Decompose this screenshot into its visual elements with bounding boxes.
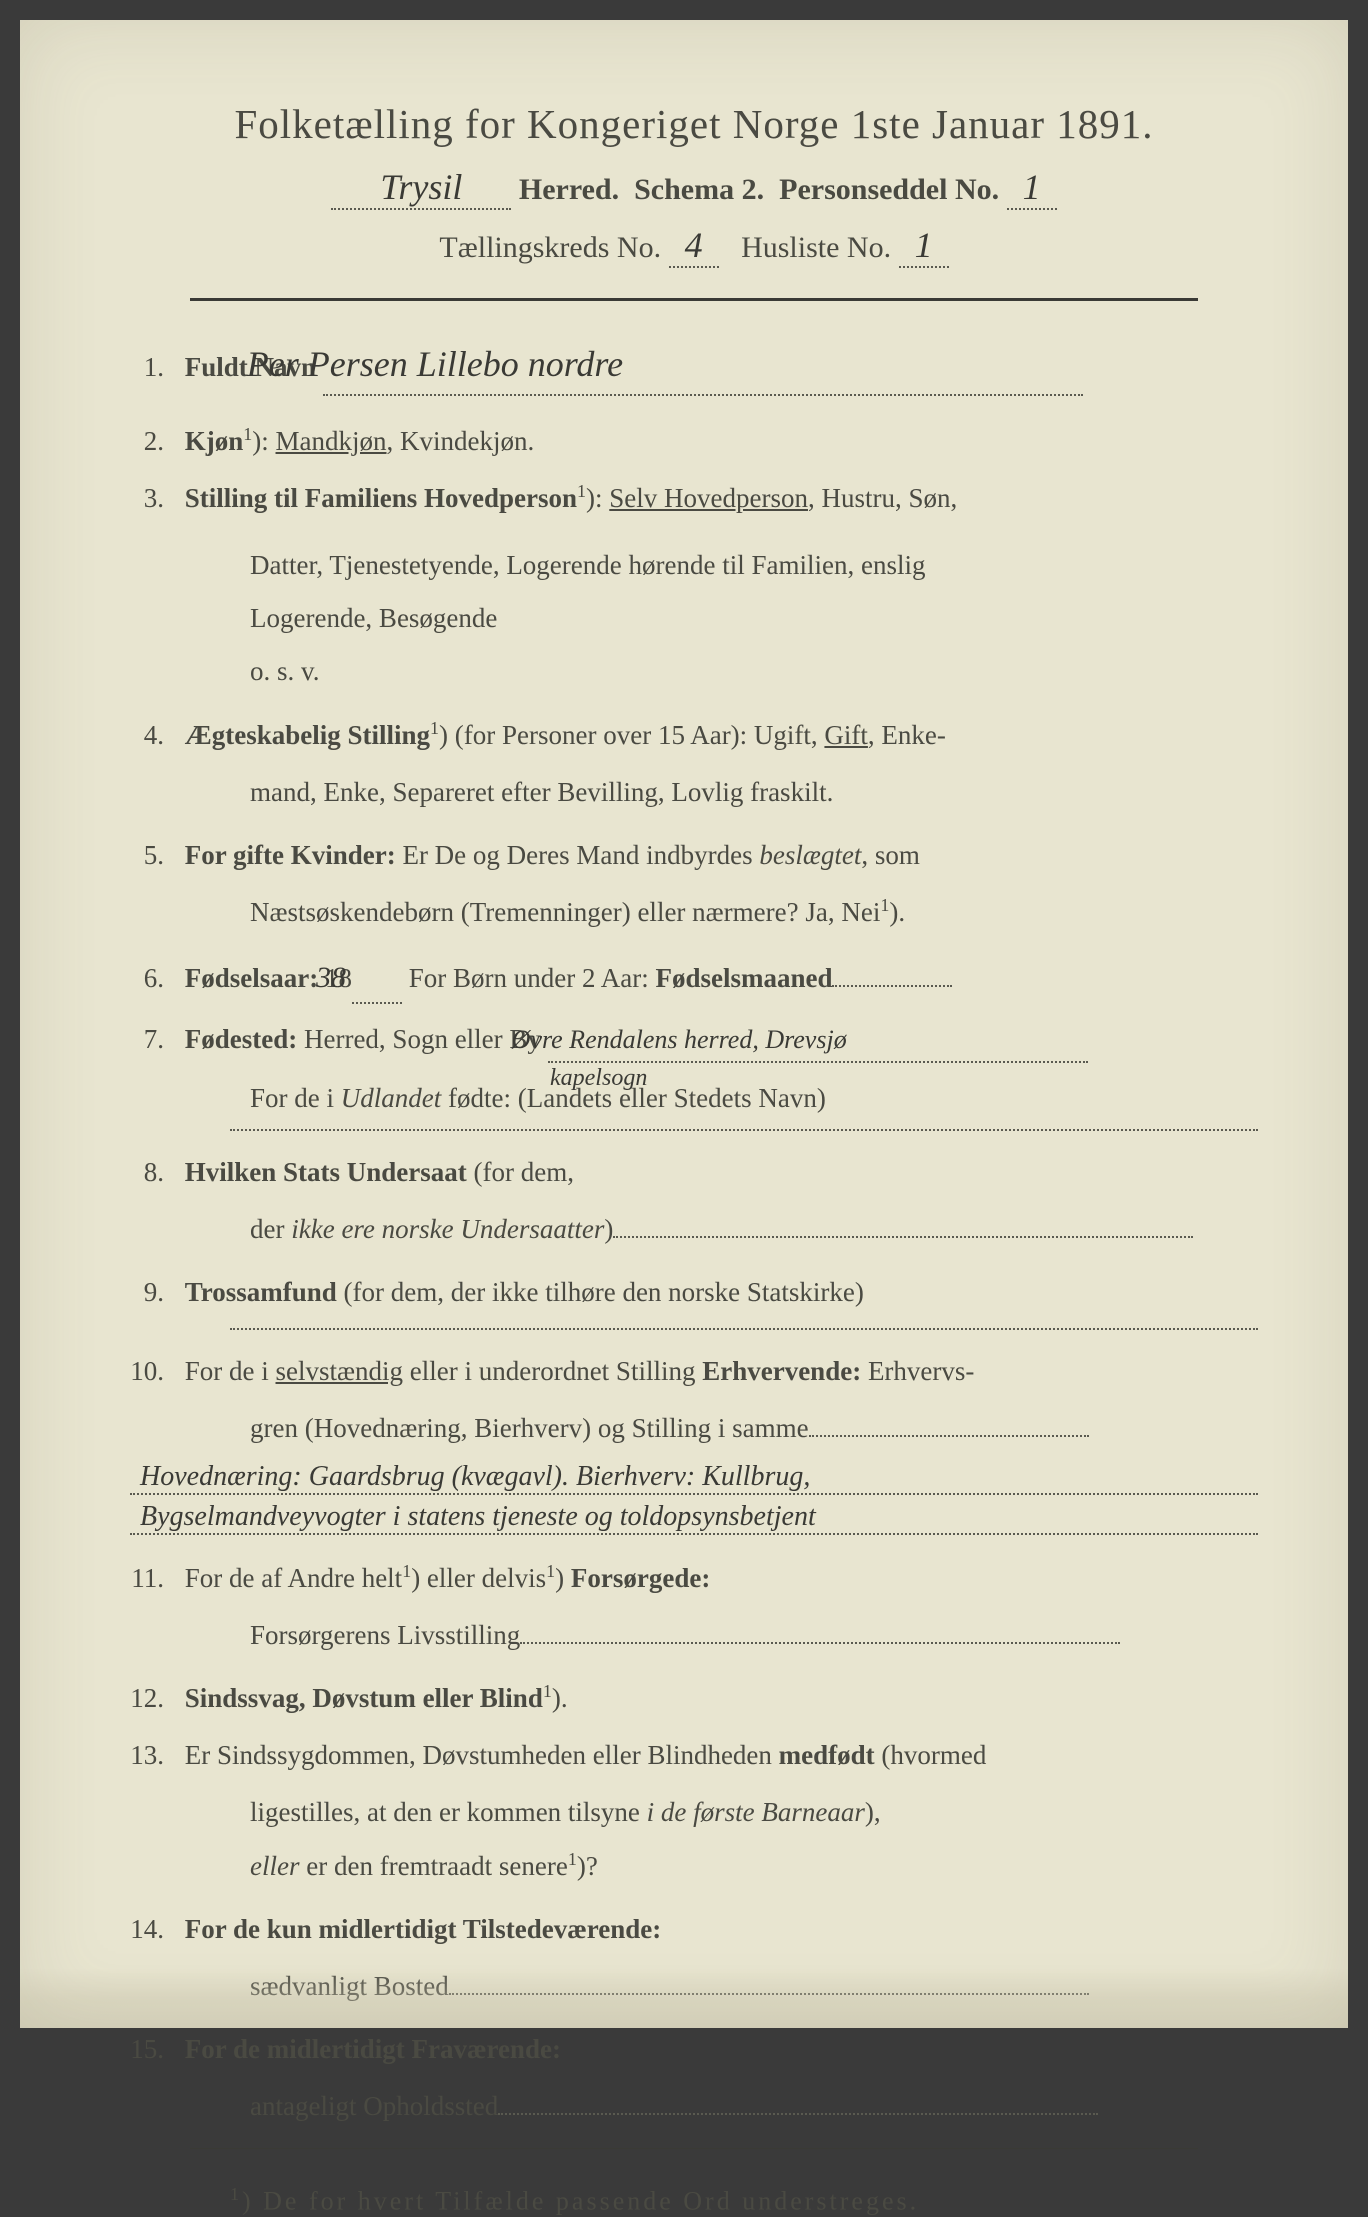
entry-9-dotted (230, 1328, 1258, 1330)
entry-7-line2: For de i Udlandet fødte: (Landets eller … (130, 1077, 1258, 1120)
entry-15-line2: antageligt Opholdssted (130, 2085, 1258, 2128)
tallingskreds-no: 4 (669, 224, 719, 268)
birthplace-extra-hand: kapelsogn (550, 1059, 647, 1097)
subheader-line-2: Tællingskreds No. 4 Husliste No. 1 (130, 224, 1258, 268)
birthmonth-value (832, 985, 952, 987)
entry-5-line2: Næstsøskendebørn (Tremenninger) eller næ… (130, 891, 1258, 934)
entry-13-congenital: 13. Er Sindssygdommen, Døvstumheden elle… (130, 1734, 1258, 1777)
entry-12-disability: 12. Sindssvag, Døvstum eller Blind1). (130, 1677, 1258, 1720)
entry-10-hand1: Hovednæring: Gaardsbrug (kvægavl). Bierh… (130, 1461, 1258, 1495)
personseddel-label: Personseddel No. (779, 173, 999, 206)
birthyear-value: 38 (352, 954, 402, 1004)
husliste-no: 1 (899, 224, 949, 268)
entry-8-citizenship: 8. Hvilken Stats Undersaat (for dem, (130, 1151, 1258, 1194)
position-selected: Selv Hovedperson (609, 483, 808, 513)
entry-10-occupation: 10. For de i selvstændig eller i underor… (130, 1350, 1258, 1393)
entry-6-birthyear: 6. Fødselsaar: 1838 For Børn under 2 Aar… (130, 954, 1258, 1004)
entry-3-position: 3. Stilling til Familiens Hovedperson1):… (130, 477, 1258, 520)
citizenship-value (613, 1236, 1193, 1238)
entry-13-line2: ligestilles, at den er kommen tilsyne i … (130, 1791, 1258, 1834)
usual-residence-value (449, 1993, 1089, 1995)
entry-5-married-women: 5. For gifte Kvinder: Er De og Deres Man… (130, 834, 1258, 877)
herred-label: Herred. (519, 173, 619, 206)
supporter-value (520, 1642, 1120, 1644)
entry-4-marital: 4. Ægteskabelig Stilling1) (for Personer… (130, 714, 1258, 757)
sex-selected: Mandkjøn (276, 426, 387, 456)
entry-10-line2: gren (Hovednæring, Bierhverv) og Stillin… (130, 1407, 1258, 1450)
tallingskreds-label: Tællingskreds No. (439, 231, 661, 264)
entry-10-hand2: Bygselmandveyvogter i statens tjeneste o… (130, 1501, 1258, 1535)
probable-location-value (498, 2113, 1098, 2115)
schema-label: Schema 2. (634, 173, 764, 206)
entry-2-sex: 2. Kjøn1): Mandkjøn, Kvindekjøn. (130, 420, 1258, 463)
header-divider (190, 298, 1198, 301)
form-header: Folketælling for Kongeriget Norge 1ste J… (130, 100, 1258, 268)
census-form-page: Folketælling for Kongeriget Norge 1ste J… (20, 20, 1348, 2028)
husliste-label: Husliste No. (741, 231, 891, 264)
entry-8-line2: der ikke ere norske Undersaatter) (130, 1208, 1258, 1251)
birthplace-value: Øvre Rendalens herred, Drevsjø (548, 1018, 1088, 1063)
entry-3-line3: Logerende, Besøgende (130, 597, 1258, 640)
entry-3-line4: o. s. v. (130, 650, 1258, 693)
main-title: Folketælling for Kongeriget Norge 1ste J… (130, 100, 1258, 148)
entry-4-line2: mand, Enke, Separeret efter Bevilling, L… (130, 771, 1258, 814)
footnote: 1) De for hvert Tilfælde passende Ord un… (130, 2184, 1258, 2217)
entry-11-supported: 11. For de af Andre helt1) eller delvis1… (130, 1557, 1258, 1600)
entry-13-line3: eller er den fremtraadt senere1)? (130, 1845, 1258, 1888)
entry-14-temp-present: 14. For de kun midlertidigt Tilstedevære… (130, 1908, 1258, 1951)
entry-1-name: 1. Fuldt Navn Per Persen Lillebo nordre (130, 336, 1258, 396)
entry-3-line2: Datter, Tjenestetyende, Logerende hørend… (130, 544, 1258, 587)
name-value: Per Persen Lillebo nordre (323, 336, 1083, 396)
entry-15-temp-absent: 15. For de midlertidigt Fraværende: (130, 2028, 1258, 2071)
footer-divider (190, 2148, 1198, 2149)
entry-9-religion: 9. Trossamfund (for dem, der ikke tilhør… (130, 1271, 1258, 1314)
entry-7-dotted (230, 1129, 1258, 1131)
marital-selected: Gift (824, 720, 868, 750)
subheader-line-1: Trysil Herred. Schema 2. Personseddel No… (130, 166, 1258, 210)
entry-11-line2: Forsørgerens Livsstilling (130, 1614, 1258, 1657)
entry-7-birthplace: 7. Fødested: Herred, Sogn eller By Øvre … (130, 1018, 1258, 1063)
herred-value: Trysil (331, 166, 511, 210)
personseddel-no: 1 (1007, 166, 1057, 210)
entry-14-line2: sædvanligt Bosted (130, 1965, 1258, 2008)
